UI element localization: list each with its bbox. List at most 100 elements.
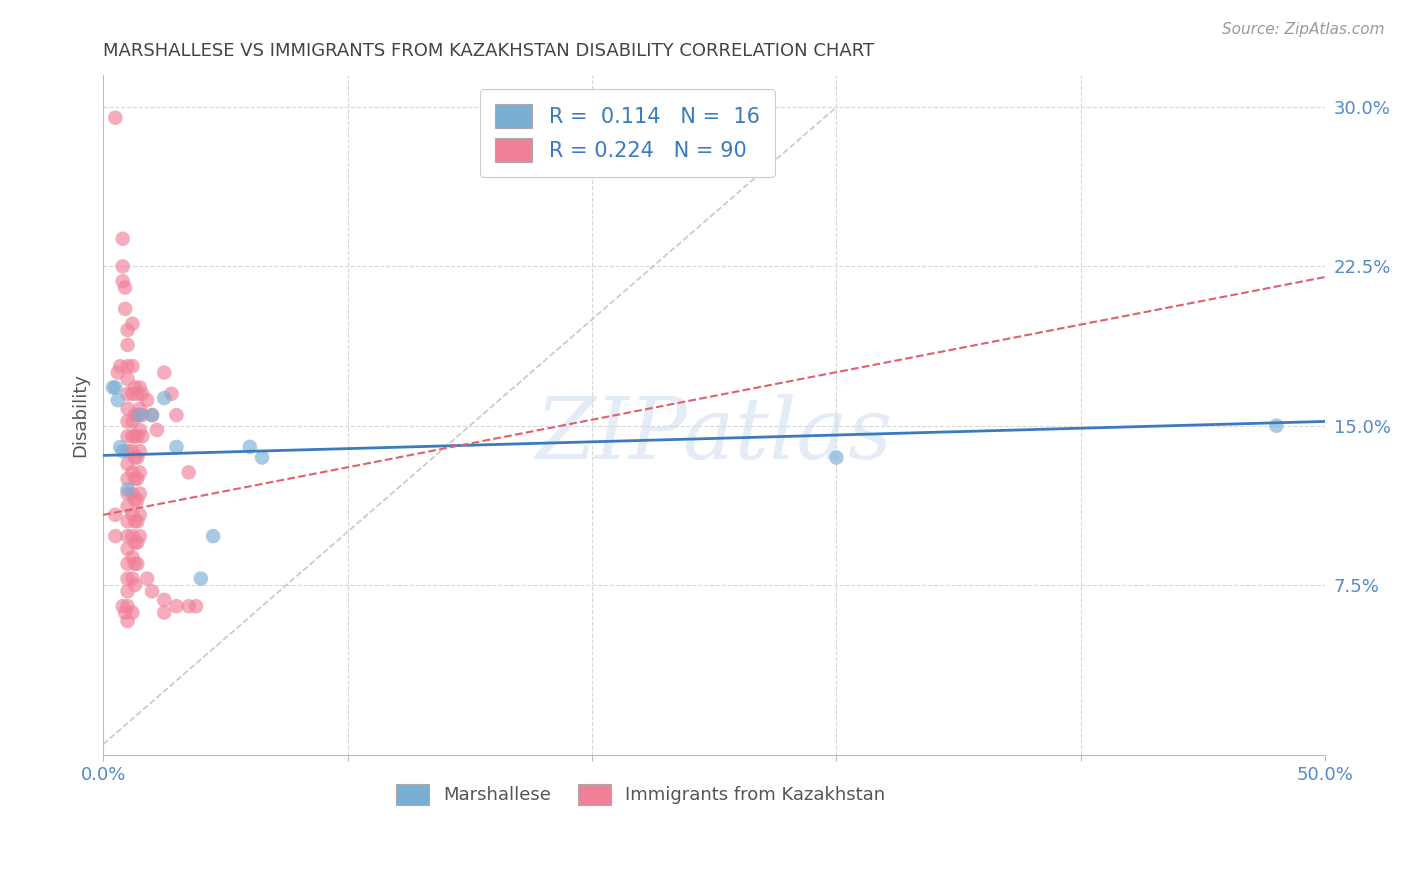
Point [121,486,143,500]
Point [127,472,149,486]
Point [128,408,150,422]
Point [128,466,150,480]
Point [153,592,176,607]
Point [121,317,143,331]
Point [117,557,139,571]
Point [117,359,139,374]
Point [121,414,143,428]
Point [117,414,139,428]
Point [117,529,139,543]
Point [117,483,139,497]
Point [121,466,143,480]
Point [117,514,139,528]
Point [121,444,143,458]
Point [1265,418,1288,433]
Text: MARSHALLESE VS IMMIGRANTS FROM KAZAKHSTAN DISABILITY CORRELATION CHART: MARSHALLESE VS IMMIGRANTS FROM KAZAKHSTA… [103,42,875,60]
Point [124,557,146,571]
Point [111,444,134,458]
Point [101,380,124,394]
Point [117,323,139,337]
Point [127,429,149,443]
Point [128,380,150,394]
Point [146,423,169,437]
Point [124,429,146,443]
Point [136,572,159,586]
Point [128,401,150,416]
Point [104,508,127,522]
Point [166,408,188,422]
Point [166,599,188,614]
Point [127,535,149,549]
Point [111,260,134,274]
Point [177,466,200,480]
Point [114,280,136,294]
Point [153,391,176,405]
Point [117,338,139,352]
Point [117,599,139,614]
Point [131,408,153,422]
Point [121,572,143,586]
Point [111,232,134,246]
Point [190,572,212,586]
Point [117,429,139,443]
Point [121,429,143,443]
Point [239,440,262,454]
Point [136,393,159,408]
Point [117,401,139,416]
Point [128,423,150,437]
Point [121,508,143,522]
Point [128,444,150,458]
Point [117,372,139,386]
Point [202,529,225,543]
Y-axis label: Disability: Disability [72,373,89,457]
Point [177,599,200,614]
Point [121,529,143,543]
Point [166,440,188,454]
Point [153,366,176,380]
Point [124,472,146,486]
Point [117,572,139,586]
Point [153,606,176,620]
Point [124,380,146,394]
Point [128,529,150,543]
Point [127,408,149,422]
Point [111,599,134,614]
Point [117,386,139,401]
Point [124,450,146,465]
Point [114,606,136,620]
Point [117,472,139,486]
Text: Source: ZipAtlas.com: Source: ZipAtlas.com [1222,22,1385,37]
Point [131,386,153,401]
Point [117,444,139,458]
Point [124,578,146,592]
Point [127,386,149,401]
Point [114,301,136,316]
Point [117,500,139,514]
Point [107,393,129,408]
Point [117,486,139,500]
Point [121,386,143,401]
Point [117,614,139,628]
Point [128,486,150,500]
Point [141,584,163,599]
Text: ZIPatlas: ZIPatlas [536,394,893,477]
Point [121,606,143,620]
Point [107,366,129,380]
Point [128,508,150,522]
Point [250,450,273,465]
Point [124,514,146,528]
Point [184,599,207,614]
Point [160,386,183,401]
Point [127,514,149,528]
Point [124,535,146,549]
Point [104,380,127,394]
Point [141,408,163,422]
Point [117,541,139,556]
Point [111,274,134,288]
Point [110,440,132,454]
Point [117,584,139,599]
Point [121,359,143,374]
Point [131,429,153,443]
Point [124,493,146,508]
Point [127,493,149,508]
